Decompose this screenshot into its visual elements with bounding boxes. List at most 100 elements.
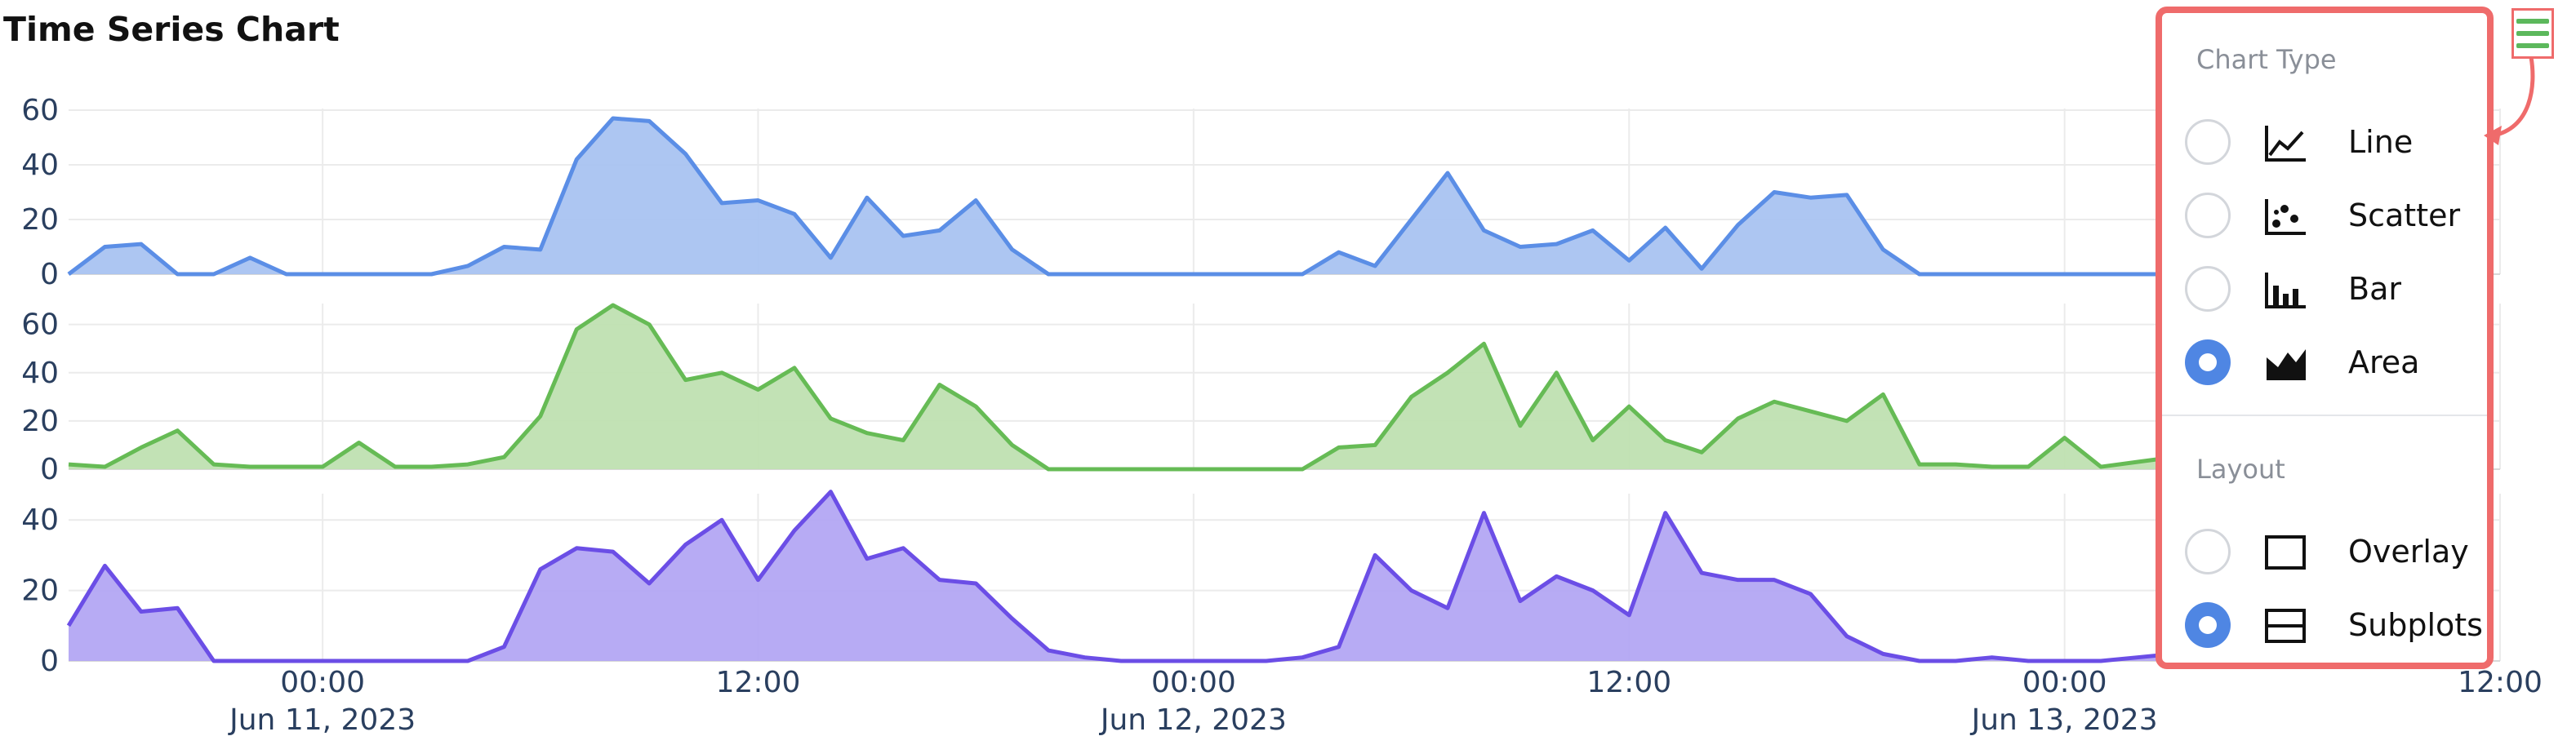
- data-point-2-38[interactable]: [1443, 368, 1453, 378]
- data-point-1-10[interactable]: [426, 269, 436, 279]
- data-point-2-45[interactable]: [1697, 447, 1706, 457]
- data-point-1-21[interactable]: [825, 253, 835, 263]
- data-point-2-41[interactable]: [1551, 368, 1561, 378]
- data-point-3-16[interactable]: [644, 579, 654, 588]
- data-point-1-4[interactable]: [209, 269, 219, 279]
- chart-type-option-area[interactable]: Area: [2185, 336, 2487, 393]
- data-point-3-25[interactable]: [971, 579, 981, 588]
- data-point-1-30[interactable]: [1152, 269, 1162, 279]
- data-point-3-14[interactable]: [572, 543, 581, 553]
- data-point-2-50[interactable]: [1878, 389, 1888, 399]
- data-point-3-29[interactable]: [1116, 656, 1126, 666]
- data-point-3-31[interactable]: [1189, 656, 1199, 666]
- data-point-3-55[interactable]: [2060, 656, 2070, 666]
- data-point-1-18[interactable]: [717, 198, 727, 208]
- data-point-2-8[interactable]: [354, 437, 364, 447]
- data-point-1-20[interactable]: [790, 209, 799, 219]
- data-point-1-39[interactable]: [1479, 225, 1488, 235]
- data-point-2-57[interactable]: [2133, 457, 2142, 467]
- layout-option-overlay[interactable]: Overlay: [2185, 525, 2487, 583]
- radio-scatter[interactable]: [2185, 193, 2231, 238]
- data-point-2-15[interactable]: [608, 300, 618, 310]
- data-point-1-5[interactable]: [245, 253, 255, 263]
- data-point-2-2[interactable]: [136, 442, 146, 452]
- data-point-3-32[interactable]: [1225, 656, 1235, 666]
- data-point-3-47[interactable]: [1769, 575, 1779, 585]
- data-point-1-52[interactable]: [1951, 269, 1960, 279]
- data-point-3-8[interactable]: [354, 656, 364, 666]
- data-point-2-29[interactable]: [1116, 464, 1126, 474]
- radio-overlay[interactable]: [2185, 529, 2231, 574]
- data-point-3-40[interactable]: [1515, 596, 1525, 606]
- data-point-3-15[interactable]: [608, 547, 618, 557]
- data-point-1-23[interactable]: [898, 231, 908, 241]
- data-point-2-26[interactable]: [1008, 440, 1017, 450]
- data-point-1-43[interactable]: [1624, 255, 1634, 265]
- data-point-2-19[interactable]: [754, 384, 763, 394]
- data-point-1-26[interactable]: [1008, 245, 1017, 255]
- data-point-1-24[interactable]: [935, 225, 945, 235]
- data-point-3-34[interactable]: [1297, 653, 1307, 663]
- data-point-2-54[interactable]: [2023, 462, 2033, 472]
- radio-bar[interactable]: [2185, 266, 2231, 312]
- data-point-2-37[interactable]: [1407, 392, 1417, 401]
- data-point-1-34[interactable]: [1297, 269, 1307, 279]
- data-point-1-45[interactable]: [1697, 264, 1706, 273]
- data-point-2-22[interactable]: [862, 428, 872, 438]
- data-point-3-12[interactable]: [499, 642, 509, 652]
- data-point-3-48[interactable]: [1805, 589, 1815, 599]
- data-point-3-28[interactable]: [1080, 653, 1090, 663]
- data-point-2-31[interactable]: [1189, 464, 1199, 474]
- data-point-2-11[interactable]: [463, 459, 473, 469]
- data-point-2-56[interactable]: [2096, 462, 2106, 472]
- data-point-3-27[interactable]: [1043, 645, 1053, 655]
- data-point-3-17[interactable]: [681, 539, 691, 549]
- data-point-2-32[interactable]: [1225, 464, 1235, 474]
- data-point-2-33[interactable]: [1261, 464, 1271, 474]
- data-point-2-14[interactable]: [572, 325, 581, 335]
- data-point-2-20[interactable]: [790, 363, 799, 373]
- data-point-1-35[interactable]: [1334, 247, 1344, 257]
- data-point-3-0[interactable]: [64, 621, 73, 631]
- data-point-2-28[interactable]: [1080, 464, 1090, 474]
- data-point-3-50[interactable]: [1878, 649, 1888, 659]
- data-point-1-32[interactable]: [1225, 269, 1235, 279]
- data-point-2-51[interactable]: [1915, 459, 1924, 469]
- data-point-1-1[interactable]: [100, 242, 109, 252]
- chart-type-option-line[interactable]: Line: [2185, 116, 2487, 173]
- data-point-2-9[interactable]: [390, 462, 400, 472]
- data-point-2-18[interactable]: [717, 368, 727, 378]
- data-point-2-12[interactable]: [499, 452, 509, 462]
- data-point-1-55[interactable]: [2060, 269, 2070, 279]
- data-point-3-13[interactable]: [536, 565, 545, 574]
- data-point-1-47[interactable]: [1769, 188, 1779, 197]
- data-point-1-46[interactable]: [1733, 220, 1743, 230]
- data-point-1-40[interactable]: [1515, 242, 1525, 252]
- data-point-2-40[interactable]: [1515, 421, 1525, 431]
- data-point-1-14[interactable]: [572, 154, 581, 164]
- data-point-3-6[interactable]: [282, 656, 291, 666]
- data-point-3-38[interactable]: [1443, 603, 1453, 613]
- data-point-2-1[interactable]: [100, 462, 109, 472]
- data-point-3-30[interactable]: [1152, 656, 1162, 666]
- data-point-1-56[interactable]: [2096, 269, 2106, 279]
- data-point-3-56[interactable]: [2096, 656, 2106, 666]
- data-point-2-21[interactable]: [825, 414, 835, 423]
- data-point-1-44[interactable]: [1661, 223, 1671, 233]
- data-point-2-17[interactable]: [681, 375, 691, 385]
- data-point-3-3[interactable]: [172, 603, 182, 613]
- data-point-2-3[interactable]: [172, 426, 182, 436]
- data-point-3-43[interactable]: [1624, 610, 1634, 620]
- data-point-2-25[interactable]: [971, 401, 981, 411]
- data-point-3-11[interactable]: [463, 656, 473, 666]
- data-point-3-51[interactable]: [1915, 656, 1924, 666]
- data-point-1-53[interactable]: [1987, 269, 1997, 279]
- data-point-3-44[interactable]: [1661, 508, 1671, 518]
- chart-type-option-bar[interactable]: Bar: [2185, 263, 2487, 320]
- data-point-1-38[interactable]: [1443, 168, 1453, 178]
- data-point-1-0[interactable]: [64, 269, 73, 279]
- data-point-3-7[interactable]: [318, 656, 327, 666]
- data-point-2-43[interactable]: [1624, 401, 1634, 411]
- data-point-3-49[interactable]: [1842, 632, 1852, 641]
- data-point-2-16[interactable]: [644, 320, 654, 330]
